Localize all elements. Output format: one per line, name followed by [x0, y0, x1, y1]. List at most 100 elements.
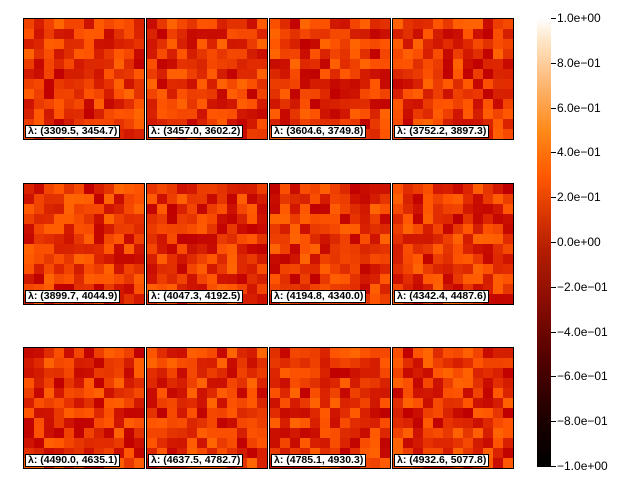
heatmap-cell — [54, 59, 65, 70]
heatmap-cell — [257, 438, 267, 449]
heatmap-cell — [370, 428, 381, 439]
heatmap-cell — [503, 438, 513, 449]
heatmap-cell — [24, 234, 35, 245]
heatmap-cell — [257, 274, 267, 285]
heatmap-cell — [370, 49, 381, 60]
heatmap-cell — [94, 368, 105, 379]
heatmap-cell — [177, 39, 188, 50]
heatmap-cell — [197, 368, 208, 379]
heatmap-cell — [393, 214, 404, 225]
heatmap-cell — [320, 418, 331, 429]
heatmap-cell — [393, 378, 404, 389]
heatmap-cell — [330, 264, 341, 275]
heatmap-cell — [177, 214, 188, 225]
heatmap-cell — [167, 59, 178, 70]
heatmap-cell — [423, 119, 434, 130]
heatmap-cell — [393, 418, 404, 429]
heatmap-cell — [473, 358, 484, 369]
heatmap-cell — [197, 388, 208, 399]
heatmap-cell — [340, 234, 351, 245]
heatmap-cell — [237, 408, 248, 419]
heatmap-cell — [134, 458, 144, 468]
heatmap-cell — [280, 29, 291, 40]
heatmap-cell — [330, 398, 341, 409]
heatmap-cell — [124, 274, 135, 285]
heatmap-cell — [310, 284, 321, 295]
heatmap-cell — [177, 448, 188, 459]
heatmap-cell — [114, 184, 125, 195]
heatmap-cell — [453, 264, 464, 275]
heatmap-cell — [463, 244, 474, 255]
heatmap-cell — [84, 109, 95, 120]
heatmap-cell — [503, 418, 513, 429]
heatmap-cell — [34, 69, 45, 80]
heatmap-cell — [157, 49, 168, 60]
heatmap-cell — [433, 194, 444, 205]
heatmap-cell — [463, 204, 474, 215]
heatmap-cell — [463, 398, 474, 409]
heatmap-cell — [320, 234, 331, 245]
heatmap-cell — [147, 234, 158, 245]
heatmap-cell — [134, 284, 144, 295]
heatmap-cell — [237, 79, 248, 90]
heatmap-cell — [433, 438, 444, 449]
heatmap-cell — [340, 204, 351, 215]
heatmap-cell — [167, 284, 178, 295]
heatmap-cell — [74, 254, 85, 265]
heatmap-cell — [493, 244, 504, 255]
heatmap-cell — [330, 99, 341, 110]
heatmap-cell — [197, 254, 208, 265]
heatmap-cell — [310, 348, 321, 359]
heatmap-cell — [423, 184, 434, 195]
heatmap-cell — [227, 284, 238, 295]
heatmap-cell — [64, 204, 75, 215]
heatmap-cell — [257, 408, 267, 419]
heatmap-cell — [134, 79, 144, 90]
heatmap-cell — [483, 79, 494, 90]
heatmap-cell — [134, 99, 144, 110]
heatmap-cell — [280, 109, 291, 120]
heatmap-cell — [54, 388, 65, 399]
heatmap-cell — [44, 204, 55, 215]
heatmap-cell — [74, 234, 85, 245]
heatmap-cell — [24, 388, 35, 399]
heatmap-cell — [247, 244, 258, 255]
heatmap-cell — [74, 284, 85, 295]
heatmap-cell — [443, 214, 454, 225]
heatmap-cell — [403, 89, 414, 100]
heatmap-cell — [167, 69, 178, 80]
heatmap-cell — [187, 69, 198, 80]
heatmap-cell — [34, 224, 45, 235]
heatmap-cell — [64, 438, 75, 449]
heatmap-cell — [340, 428, 351, 439]
heatmap-cell — [503, 129, 513, 139]
heatmap-cell — [270, 284, 281, 295]
heatmap-cell — [44, 368, 55, 379]
heatmap-cell — [94, 234, 105, 245]
heatmap-cell — [270, 428, 281, 439]
heatmap-cell — [177, 79, 188, 90]
heatmap-cell — [413, 99, 424, 110]
heatmap-cell — [493, 234, 504, 245]
heatmap-cell — [443, 368, 454, 379]
heatmap-cell — [167, 264, 178, 275]
heatmap-cell — [124, 184, 135, 195]
heatmap-cell — [64, 448, 75, 459]
heatmap-cell — [483, 214, 494, 225]
heatmap-cell — [147, 274, 158, 285]
heatmap-cell — [64, 29, 75, 40]
heatmap-cell — [463, 109, 474, 120]
heatmap-cell — [393, 194, 404, 205]
heatmap-cell — [124, 79, 135, 90]
heatmap-cell — [167, 204, 178, 215]
heatmap-cell — [330, 89, 341, 100]
panel-label: λ: (3309.5, 3454.7) — [25, 125, 121, 138]
heatmap-cell — [74, 204, 85, 215]
heatmap-cell — [217, 358, 228, 369]
heatmap-cell — [64, 59, 75, 70]
heatmap-cell — [340, 378, 351, 389]
heatmap-cell — [247, 89, 258, 100]
heatmap-cell — [197, 284, 208, 295]
heatmap-cell — [34, 59, 45, 70]
heatmap-cell — [227, 109, 238, 120]
